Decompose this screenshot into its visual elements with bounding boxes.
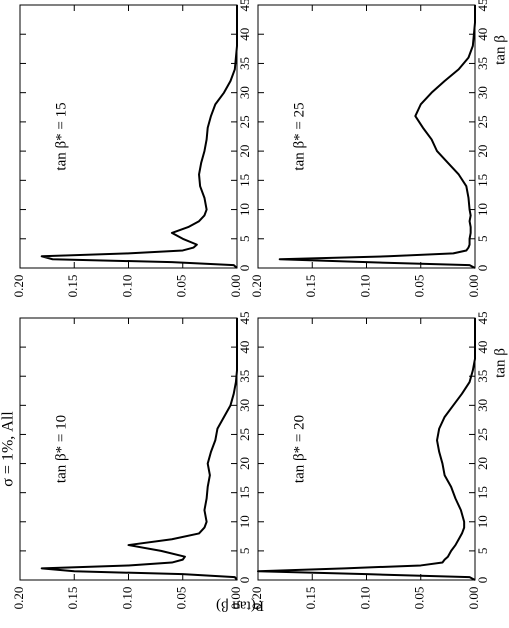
x-tick-label: 10 — [237, 203, 252, 216]
x-tick-label: 0 — [475, 265, 490, 272]
y-tick-label: 0.10 — [119, 587, 134, 610]
y-tick-label: 0.10 — [357, 587, 372, 610]
x-tick-label: 25 — [475, 115, 490, 128]
x-tick-label: 10 — [475, 203, 490, 216]
y-tick-label: 0.10 — [119, 275, 134, 298]
y-tick-label: 0.10 — [357, 275, 372, 298]
x-tick-label: 45 — [475, 312, 490, 325]
x-tick-label: 15 — [237, 174, 252, 187]
y-tick-label: 0.05 — [412, 275, 427, 298]
x-tick-label: 30 — [237, 86, 252, 99]
x-tick-label: 15 — [475, 486, 490, 499]
x-tick-label: 35 — [475, 370, 490, 383]
y-axis-label: P(tan β) — [216, 598, 264, 614]
x-tick-label: 0 — [475, 577, 490, 584]
x-tick-label: 20 — [237, 145, 252, 158]
y-tick-label: 0.15 — [303, 587, 318, 610]
x-tick-label: 30 — [475, 399, 490, 412]
x-tick-label: 45 — [237, 0, 252, 12]
x-tick-label: 5 — [237, 236, 252, 243]
y-tick-label: 0.15 — [65, 587, 80, 610]
y-tick-label: 0.05 — [174, 587, 189, 610]
x-tick-label: 10 — [237, 515, 252, 528]
x-tick-label: 20 — [475, 145, 490, 158]
y-tick-label: 0.05 — [174, 275, 189, 298]
y-tick-label: 0.20 — [11, 587, 26, 610]
curve — [278, 5, 476, 269]
x-tick-label: 45 — [475, 0, 490, 12]
x-tick-label: 40 — [237, 341, 252, 354]
y-tick-label: 0.00 — [466, 587, 481, 610]
y-tick-label: 0.20 — [11, 275, 26, 298]
x-tick-label: 10 — [475, 515, 490, 528]
curve — [257, 318, 476, 581]
x-tick-label: 35 — [237, 370, 252, 383]
x-tick-label: 30 — [237, 399, 252, 412]
x-tick-label: 5 — [475, 548, 490, 555]
x-tick-label: 40 — [475, 28, 490, 41]
x-tick-label: 20 — [475, 457, 490, 470]
curve — [40, 5, 238, 269]
y-tick-label: 0.00 — [228, 275, 243, 298]
y-tick-label: 0.20 — [249, 587, 264, 610]
x-tick-label: 40 — [237, 28, 252, 41]
y-tick-label: 0.00 — [466, 275, 481, 298]
y-tick-label: 0.15 — [65, 275, 80, 298]
x-tick-label: 25 — [237, 428, 252, 441]
y-tick-label: 0.20 — [249, 275, 264, 298]
x-tick-label: 5 — [475, 236, 490, 243]
x-tick-label: 35 — [475, 57, 490, 70]
x-tick-label: 25 — [237, 115, 252, 128]
x-tick-label: 15 — [475, 174, 490, 187]
x-tick-label: 15 — [237, 486, 252, 499]
x-tick-label: 25 — [475, 428, 490, 441]
x-tick-label: 0 — [237, 265, 252, 272]
x-tick-label: 30 — [475, 86, 490, 99]
curve — [40, 318, 238, 581]
chart-title: σ = 1%, All — [0, 411, 17, 487]
x-tick-label: 20 — [237, 457, 252, 470]
x-axis-label: tan β — [492, 348, 508, 378]
x-tick-label: 35 — [237, 57, 252, 70]
y-tick-label: 0.05 — [412, 587, 427, 610]
x-tick-label: 45 — [237, 312, 252, 325]
annotation: tan β* = 20 — [291, 415, 307, 483]
annotation: tan β* = 10 — [53, 415, 69, 483]
x-tick-label: 5 — [237, 548, 252, 555]
annotation: tan β* = 15 — [53, 102, 69, 170]
annotation: tan β* = 25 — [291, 102, 307, 170]
x-axis-label: tan β — [492, 35, 508, 65]
x-tick-label: 0 — [237, 577, 252, 584]
y-tick-label: 0.15 — [303, 275, 318, 298]
y-tick-label: 0.00 — [228, 587, 243, 610]
x-tick-label: 40 — [475, 341, 490, 354]
